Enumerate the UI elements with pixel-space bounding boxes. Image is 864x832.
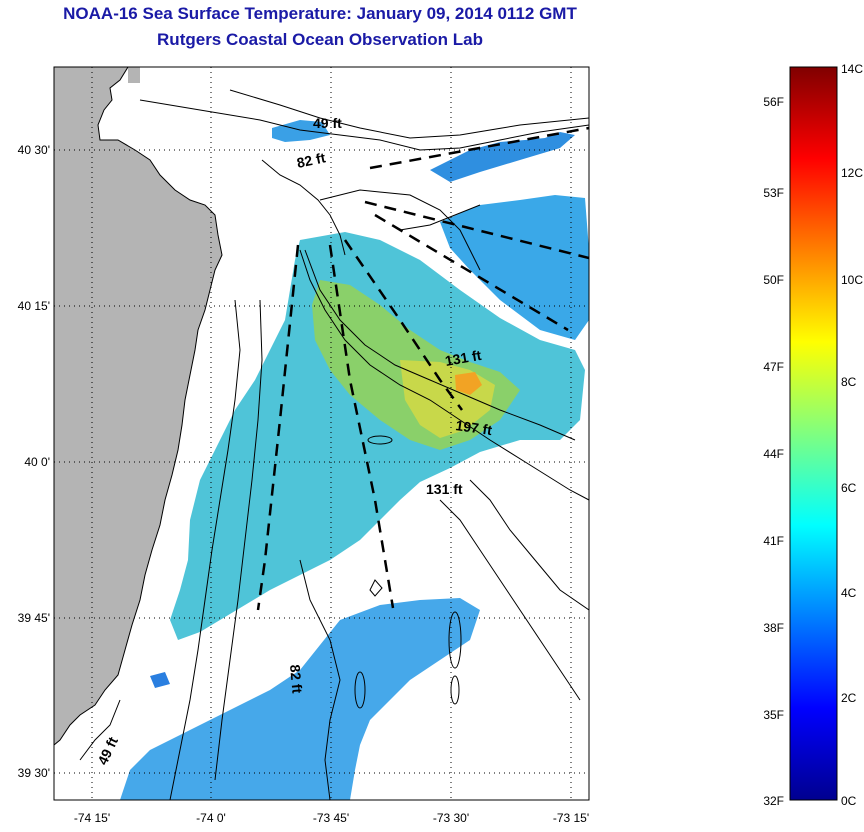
depth-label: 82 ft — [295, 149, 327, 171]
depth-label: 82 ft — [287, 664, 305, 694]
map-area — [54, 67, 589, 800]
colorbar-c-label: 4C — [841, 586, 857, 600]
depth-label: 131 ft — [426, 481, 463, 497]
map-frame — [53, 66, 590, 801]
colorbar-f-label: 56F — [763, 95, 784, 109]
depth-label: 49 ft — [94, 734, 121, 767]
sst-patch — [272, 120, 330, 142]
colorbar-c-label: 14C — [841, 62, 863, 76]
depth-label: 131 ft — [444, 347, 483, 369]
depth-label: 49 ft — [313, 115, 342, 131]
sst-patch — [430, 132, 575, 182]
colorbar-f-label: 35F — [763, 708, 784, 722]
colorbar — [789, 66, 838, 801]
contours — [54, 67, 589, 800]
colorbar-c-label: 10C — [841, 273, 863, 287]
sst-patch — [120, 598, 480, 800]
sst-patch — [455, 372, 482, 395]
sst-patch — [150, 672, 170, 688]
map-subtitle: Rutgers Coastal Ocean Observation Lab — [157, 30, 483, 49]
lat-tick-label: 39 30' — [18, 766, 50, 780]
lat-tick-label: 40 0' — [24, 455, 50, 469]
colorbar-f-label: 53F — [763, 186, 784, 200]
colorbar-c-label: 0C — [841, 794, 857, 808]
lat-tick-label: 39 45' — [18, 611, 50, 625]
colorbar-f-label: 50F — [763, 273, 784, 287]
land-patch — [128, 67, 140, 83]
colorbar-f-label: 44F — [763, 447, 784, 461]
colorbar-f-label: 32F — [763, 794, 784, 808]
transect-lines — [256, 126, 589, 611]
sst-patch — [440, 195, 589, 340]
depth-label: 197 ft — [455, 417, 494, 438]
colorbar-f-label: 38F — [763, 621, 784, 635]
lon-tick-label: -73 45' — [313, 811, 349, 825]
colorbar-c-label: 6C — [841, 481, 857, 495]
colorbar-f-label: 41F — [763, 534, 784, 548]
colorbar-c-label: 12C — [841, 166, 863, 180]
colorbar-f-label: 47F — [763, 360, 784, 374]
graticule — [54, 67, 589, 800]
lat-tick-label: 40 30' — [18, 143, 50, 157]
lon-tick-label: -73 15' — [553, 811, 589, 825]
colorbar-c-label: 2C — [841, 691, 857, 705]
map-title: NOAA-16 Sea Surface Temperature: January… — [63, 4, 577, 23]
lon-tick-label: -73 30' — [433, 811, 469, 825]
colorbar-c-label: 8C — [841, 375, 857, 389]
lon-tick-label: -74 15' — [74, 811, 110, 825]
lon-tick-label: -74 0' — [196, 811, 226, 825]
land — [54, 67, 222, 745]
lat-tick-label: 40 15' — [18, 299, 50, 313]
